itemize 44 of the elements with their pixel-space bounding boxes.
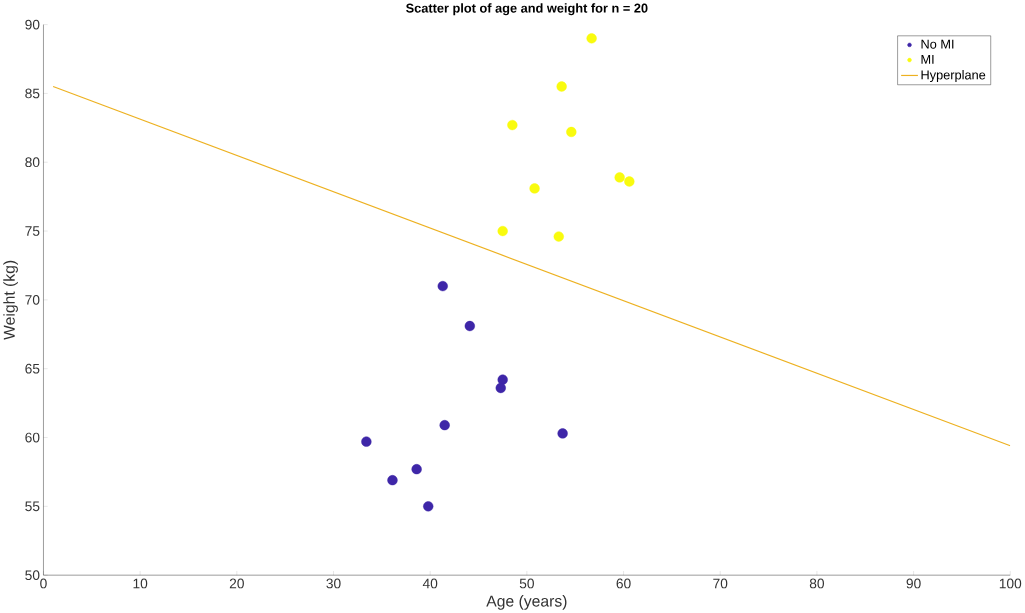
y-tick-label: 80	[25, 157, 40, 168]
x-tick-label: 50	[519, 578, 534, 589]
y-tick-label: 85	[25, 88, 40, 99]
legend-label: Hyperplane	[921, 70, 986, 82]
y-tick-label: 70	[25, 294, 40, 305]
x-tick-label: 40	[422, 578, 438, 589]
point	[464, 320, 475, 332]
point	[553, 231, 564, 242]
x-tick-label: 0	[40, 578, 47, 589]
y-tick-label: 55	[25, 501, 40, 512]
x-tick-label: 20	[229, 578, 244, 589]
point	[423, 501, 434, 512]
x-tick-label: 70	[713, 578, 728, 589]
y-tick-label: 50	[25, 570, 40, 581]
point	[411, 464, 422, 475]
y-tick-label: 65	[25, 363, 40, 374]
point	[507, 119, 518, 131]
y-axis-title: Weight (kg)	[3, 260, 18, 340]
x-tick-label: 10	[133, 578, 148, 589]
point	[495, 382, 506, 394]
x-tick-label: 30	[326, 578, 341, 589]
point	[557, 428, 568, 439]
y-tick-label: 75	[25, 226, 40, 236]
point	[614, 172, 625, 183]
x-tick-label: 100	[999, 578, 1022, 589]
legend-label: No MI	[921, 39, 954, 49]
point	[566, 126, 577, 138]
x-tick-label: 90	[906, 578, 921, 589]
y-tick-label: 60	[25, 432, 40, 443]
x-tick-label: 60	[616, 578, 631, 589]
x-axis-title: Age (years)	[486, 595, 567, 610]
point	[439, 420, 450, 431]
point	[556, 81, 567, 92]
chart-title: Scatter plot of age and weight for n = 20	[406, 3, 648, 16]
x-tick-label: 80	[809, 578, 825, 589]
legend-label: MI	[921, 54, 934, 64]
point	[529, 183, 540, 194]
point	[624, 176, 635, 187]
y-tick-label: 90	[25, 19, 40, 30]
point	[586, 33, 597, 44]
point	[387, 475, 398, 486]
point	[361, 436, 372, 447]
point	[437, 280, 448, 292]
point	[497, 225, 508, 237]
